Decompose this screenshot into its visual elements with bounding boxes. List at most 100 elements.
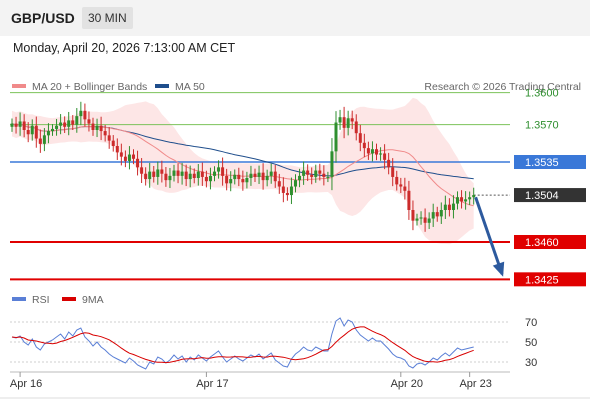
timeframe-badge[interactable]: 30 MIN [82, 7, 133, 29]
candle [30, 119, 34, 141]
candle-body [148, 171, 152, 180]
candle-body [257, 172, 261, 177]
candle [342, 106, 346, 139]
candle [407, 180, 411, 220]
candle [403, 177, 407, 200]
candle-body [55, 125, 59, 129]
candle-body [38, 138, 42, 144]
candle-body [200, 171, 204, 177]
ma9-legend-label: 9MA [82, 294, 104, 306]
candle [338, 109, 342, 130]
candle-body [176, 170, 180, 176]
candle [229, 171, 233, 192]
candle-body [302, 170, 306, 176]
candle [75, 108, 79, 133]
candle [192, 168, 196, 184]
candle-body [298, 175, 302, 181]
candle [423, 208, 427, 232]
candle [310, 167, 314, 185]
candle [330, 138, 334, 191]
candle [200, 162, 204, 186]
candle-body [346, 118, 350, 128]
candlesticks [10, 101, 476, 232]
candle [136, 150, 140, 176]
candle [164, 167, 168, 187]
level-box-5 [514, 272, 586, 287]
level-label-1: 1.3570 [525, 120, 559, 132]
time-tick-label-1: Apr 17 [196, 378, 228, 390]
candle [99, 116, 103, 141]
candle-body [42, 135, 46, 144]
candle-body [318, 170, 322, 174]
candle-body [306, 170, 310, 175]
rsi-gridlines: 70 50 30 [10, 317, 537, 369]
candle [281, 177, 285, 203]
candle [225, 168, 229, 191]
candle-body [472, 195, 476, 198]
candle [208, 167, 212, 190]
candle [411, 200, 415, 231]
candle-body [46, 131, 50, 136]
candle-body [395, 176, 399, 185]
candle-body [140, 167, 144, 174]
candle-body [460, 197, 464, 202]
candle-body [99, 125, 103, 132]
candle [322, 165, 326, 186]
candle [370, 141, 374, 162]
candle-body [249, 173, 253, 178]
candle [172, 164, 176, 182]
projection-arrow [474, 196, 505, 277]
candle [350, 110, 354, 130]
candle-body [164, 173, 168, 181]
candle [87, 111, 91, 132]
candle-body [51, 128, 54, 132]
candle [152, 166, 156, 183]
candle [10, 118, 14, 132]
candle [111, 135, 115, 152]
rsi-legend-label: RSI [32, 294, 50, 306]
candle [443, 195, 447, 220]
rsi-tick-label-0: 70 [525, 317, 537, 329]
candle [366, 141, 370, 160]
candle-body [233, 174, 237, 180]
candle [14, 116, 18, 134]
chart-header: GBP/USD 30 MIN [0, 0, 590, 36]
candle [67, 111, 71, 136]
candle [144, 167, 148, 186]
level-label-4: 1.3460 [525, 237, 559, 249]
candle-body [277, 181, 281, 187]
candle [399, 177, 403, 194]
candle-body [265, 175, 269, 181]
candle [123, 150, 127, 168]
candle [79, 101, 83, 126]
candle-body [370, 149, 374, 154]
candle-body [63, 122, 67, 127]
candle [119, 143, 123, 166]
candle-body [18, 121, 22, 127]
candle-body [423, 217, 427, 223]
candle [451, 195, 455, 219]
candle-body [310, 174, 314, 177]
candle-body [123, 156, 127, 161]
candle-body [34, 125, 38, 139]
ma50-legend-label: MA 50 [175, 81, 205, 93]
candle [464, 191, 468, 210]
candle-body [294, 180, 297, 187]
candle-body [71, 120, 75, 125]
rsi-legend: RSI 9MA [12, 294, 104, 306]
projection-arrow-head [492, 261, 505, 277]
candle [107, 127, 111, 149]
candle-body [443, 204, 447, 210]
candle-body [399, 184, 403, 187]
candle-body [208, 175, 212, 182]
candle [415, 213, 419, 226]
candle [241, 170, 245, 191]
candle-body [358, 133, 362, 143]
candle [346, 110, 350, 136]
candle [261, 163, 265, 190]
candle-body [285, 192, 289, 196]
candle [326, 171, 330, 183]
candle-body [326, 176, 330, 178]
candle [395, 170, 399, 191]
candle-body [383, 153, 387, 160]
